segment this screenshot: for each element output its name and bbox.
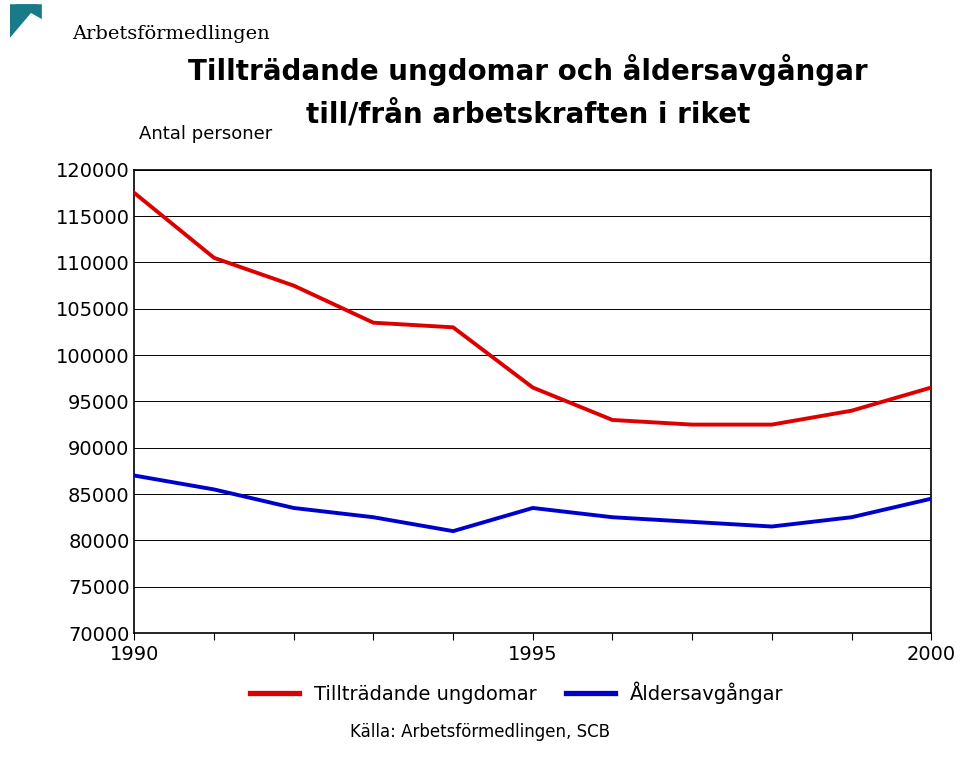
Text: Antal personer: Antal personer (139, 125, 273, 143)
Polygon shape (15, 4, 42, 19)
Legend: Tillträdande ungdomar, Åldersavgångar: Tillträdande ungdomar, Åldersavgångar (242, 673, 792, 711)
Polygon shape (10, 4, 38, 38)
Text: Tillträdande ungdomar och åldersavgångar: Tillträdande ungdomar och åldersavgångar (188, 54, 868, 86)
Text: Arbetsförmedlingen: Arbetsförmedlingen (72, 25, 270, 42)
Text: till/från arbetskraften i riket: till/från arbetskraften i riket (306, 100, 750, 129)
Text: Källa: Arbetsförmedlingen, SCB: Källa: Arbetsförmedlingen, SCB (350, 723, 610, 741)
